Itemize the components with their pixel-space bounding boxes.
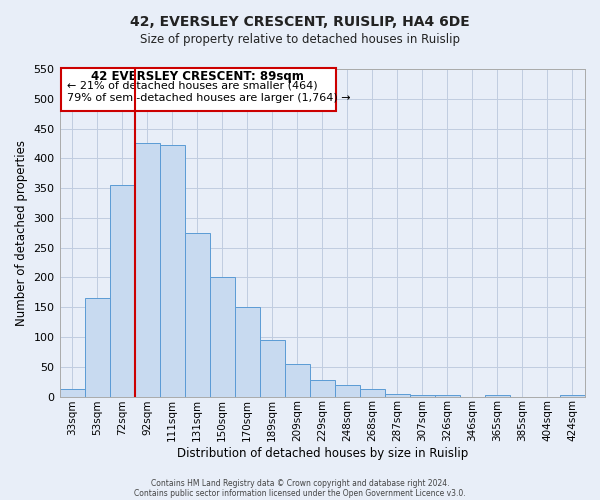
Text: Contains HM Land Registry data © Crown copyright and database right 2024.: Contains HM Land Registry data © Crown c…: [151, 478, 449, 488]
Bar: [335, 384, 360, 396]
Bar: [360, 389, 385, 396]
Bar: [85, 298, 110, 396]
Bar: [134, 144, 160, 396]
Bar: [59, 389, 85, 396]
Bar: [110, 185, 134, 396]
Text: 79% of semi-detached houses are larger (1,764) →: 79% of semi-detached houses are larger (…: [67, 93, 350, 103]
Bar: [385, 394, 410, 396]
Y-axis label: Number of detached properties: Number of detached properties: [15, 140, 28, 326]
Bar: [485, 395, 510, 396]
Bar: [209, 278, 235, 396]
Bar: [235, 307, 260, 396]
Text: 42 EVERSLEY CRESCENT: 89sqm: 42 EVERSLEY CRESCENT: 89sqm: [91, 70, 304, 83]
Bar: [185, 233, 209, 396]
Text: ← 21% of detached houses are smaller (464): ← 21% of detached houses are smaller (46…: [67, 81, 317, 91]
Bar: [160, 144, 185, 396]
Bar: [285, 364, 310, 396]
Bar: [310, 380, 335, 396]
FancyBboxPatch shape: [61, 68, 336, 110]
Bar: [410, 395, 435, 396]
Text: 42, EVERSLEY CRESCENT, RUISLIP, HA4 6DE: 42, EVERSLEY CRESCENT, RUISLIP, HA4 6DE: [130, 15, 470, 29]
X-axis label: Distribution of detached houses by size in Ruislip: Distribution of detached houses by size …: [176, 447, 468, 460]
Bar: [260, 340, 285, 396]
Text: Contains public sector information licensed under the Open Government Licence v3: Contains public sector information licen…: [134, 488, 466, 498]
Text: Size of property relative to detached houses in Ruislip: Size of property relative to detached ho…: [140, 32, 460, 46]
Bar: [435, 395, 460, 396]
